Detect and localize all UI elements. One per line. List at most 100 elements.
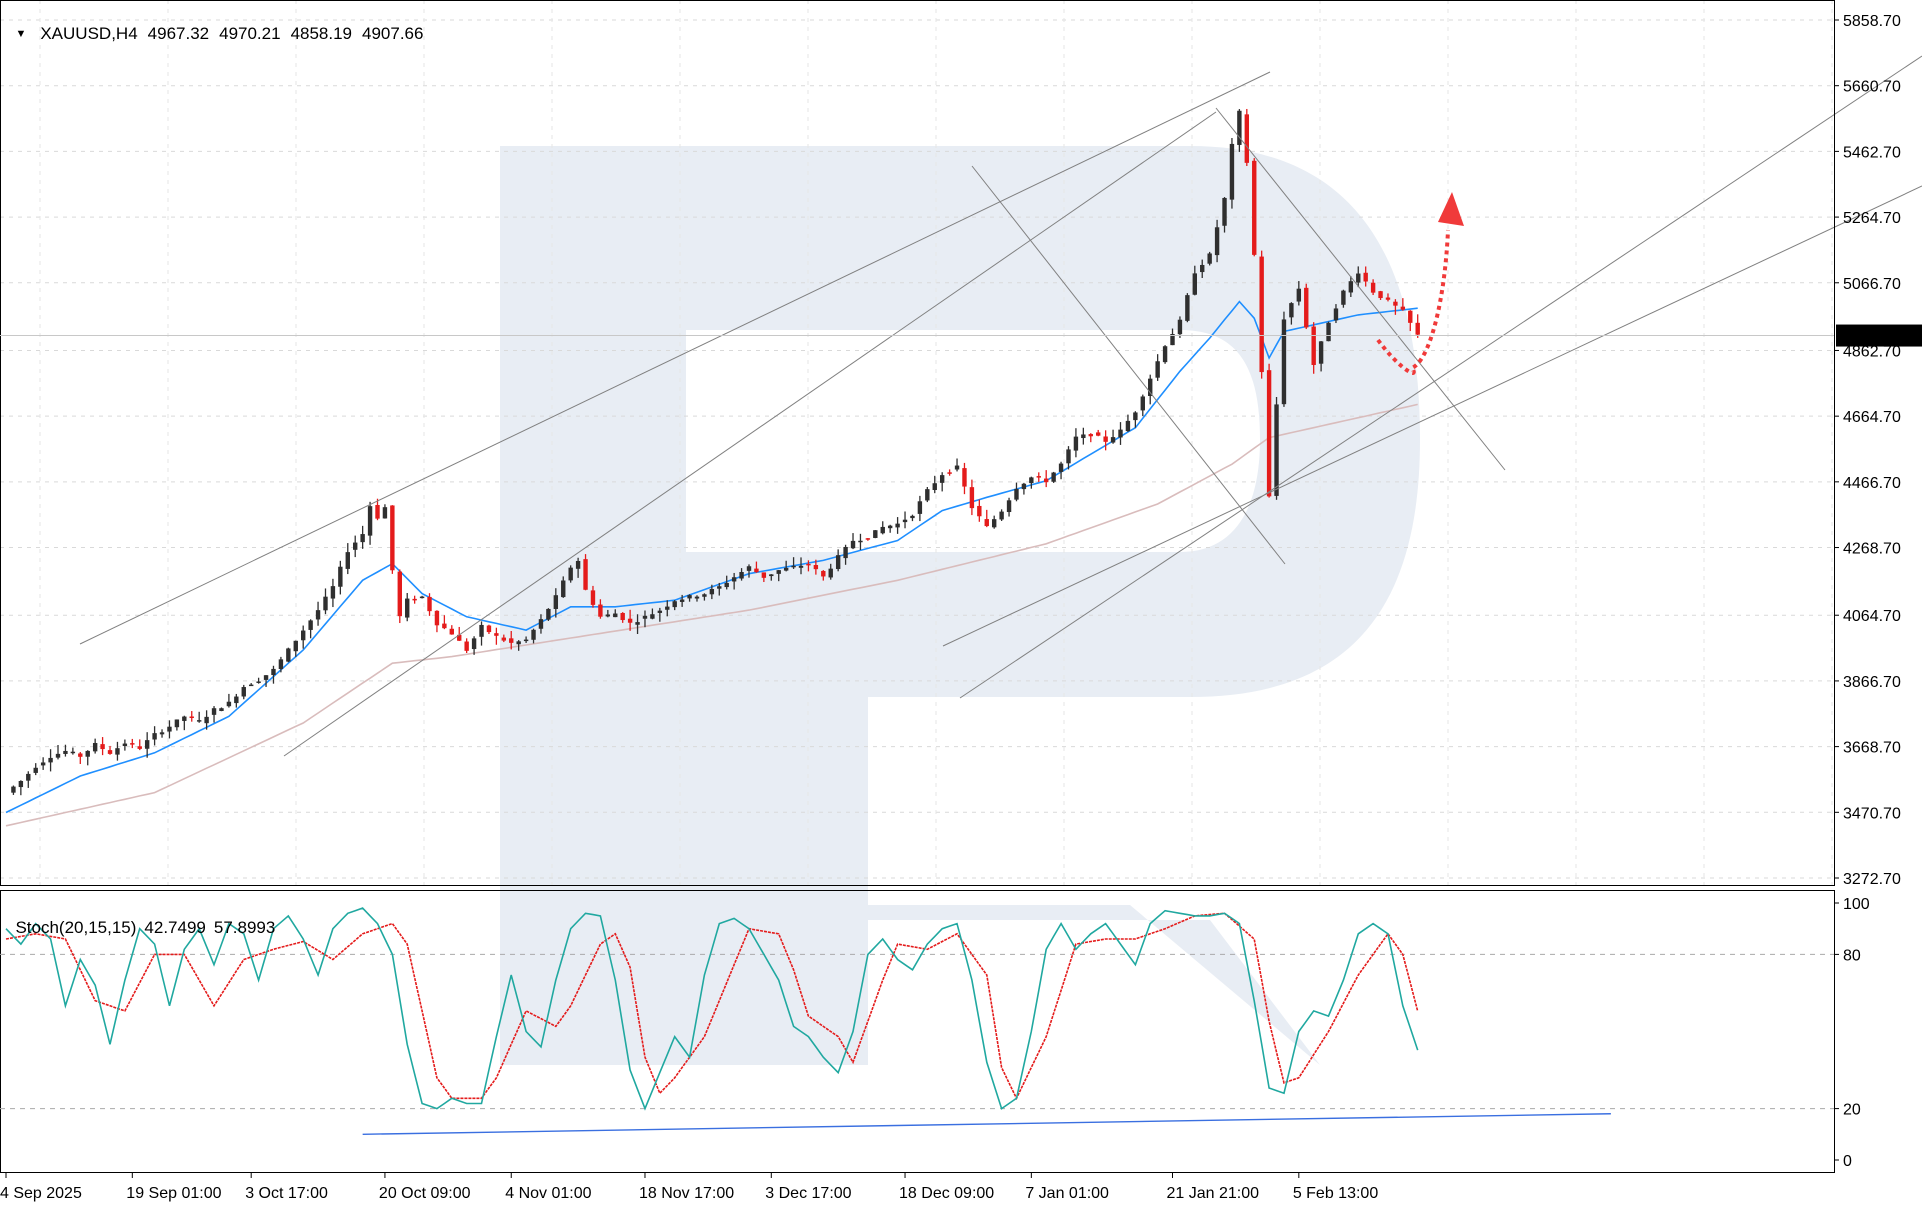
candle-body	[687, 595, 692, 599]
candle-body	[256, 681, 261, 683]
time-tick-label: 3 Oct 17:00	[245, 1185, 328, 1202]
candle-body	[1058, 463, 1064, 472]
price-tick-label: 4664.70	[1843, 409, 1901, 426]
candle-body	[1155, 361, 1160, 378]
candle	[286, 647, 291, 663]
price-tick-label: 5264.70	[1843, 210, 1901, 227]
candle-body	[590, 590, 596, 605]
candle-body	[783, 567, 789, 571]
candle	[55, 744, 61, 760]
candle	[1341, 289, 1346, 308]
candle-body	[650, 614, 655, 619]
candle	[635, 614, 640, 634]
candle-body	[665, 606, 670, 610]
candle-body	[1051, 472, 1056, 482]
candle	[1110, 429, 1116, 444]
candle-body	[486, 625, 492, 633]
candle-body	[620, 612, 625, 621]
candle-body	[130, 743, 135, 745]
candle-body	[902, 519, 908, 523]
candle	[1378, 290, 1383, 301]
stoch-main-line	[5, 907, 1419, 1111]
candle-body	[798, 565, 804, 568]
candle-body	[196, 720, 202, 722]
candle-body	[1103, 436, 1108, 442]
candle	[1021, 482, 1027, 495]
candle	[1207, 251, 1212, 266]
stoch-name: Stoch(20,15,15)	[15, 918, 137, 937]
price-pane-frame	[0, 0, 1835, 886]
candle	[315, 601, 321, 626]
stoch-header: Stoch(20,15,15) 42.7499 57.8993	[6, 898, 275, 938]
candle-body	[1259, 256, 1264, 373]
candle	[568, 565, 573, 583]
candle-body	[382, 507, 388, 519]
forecast-layer	[1376, 192, 1464, 375]
candle	[858, 533, 863, 551]
candle	[575, 557, 581, 578]
candle-body	[1200, 264, 1205, 273]
candle-body	[293, 640, 298, 652]
candle-body	[1118, 429, 1123, 438]
candle	[1393, 299, 1398, 315]
candle-body	[999, 511, 1004, 520]
candle-body	[538, 619, 544, 629]
candle	[1385, 293, 1391, 302]
candle	[1162, 345, 1168, 364]
candle	[999, 509, 1004, 522]
candle	[1348, 276, 1354, 298]
candle-body	[1162, 346, 1168, 363]
candle-body	[159, 732, 165, 735]
stoch-axis[interactable]: 100 80 20 0	[1834, 896, 1870, 1170]
time-axis[interactable]: 4 Sep 2025 19 Sep 01:00 3 Oct 17:00 20 Oct …	[0, 1172, 1378, 1202]
candle-body	[1229, 143, 1235, 200]
candle	[828, 563, 833, 580]
candle	[1333, 304, 1339, 324]
candle	[1318, 341, 1324, 372]
candle-body	[338, 566, 343, 587]
time-tick-label: 18 Nov 17:00	[639, 1185, 734, 1202]
candle-body	[1088, 434, 1093, 437]
candle	[130, 738, 135, 749]
candle-body	[1044, 478, 1049, 483]
candle	[850, 533, 856, 550]
candle	[724, 575, 729, 590]
candle	[1058, 461, 1064, 480]
candle-body	[26, 773, 31, 781]
candle-body	[984, 519, 989, 527]
candle-body	[308, 620, 313, 630]
candle	[107, 745, 113, 755]
price-tick-label: 4064.70	[1843, 608, 1901, 625]
candle-body	[1110, 437, 1116, 443]
candle-body	[531, 629, 536, 640]
candle-body	[939, 475, 945, 483]
candle	[1006, 497, 1012, 517]
candle	[167, 720, 172, 739]
candle	[137, 739, 142, 751]
candle	[434, 610, 440, 633]
candle	[1252, 158, 1257, 257]
candle-body	[1036, 476, 1041, 478]
candle-body	[887, 525, 893, 529]
candle	[843, 544, 848, 565]
candle	[1200, 259, 1205, 279]
candle	[457, 626, 462, 642]
stoch-tick-label: 80	[1843, 947, 1861, 964]
candle-body	[835, 555, 841, 569]
candle-body	[152, 733, 157, 740]
candle-body	[1385, 297, 1391, 300]
candle	[746, 564, 752, 578]
candle	[613, 609, 618, 618]
candle-body	[1363, 272, 1368, 282]
candle-body	[479, 624, 484, 637]
stoch-support-line	[362, 1113, 1611, 1135]
candle	[917, 495, 923, 522]
candle-body	[679, 599, 685, 602]
price-axis[interactable]: 5858.70 5660.70 5462.70 5264.70 5066.70 4862.…	[0, 13, 1922, 888]
trend-line	[942, 185, 1922, 647]
time-tick-label: 5 Feb 13:00	[1293, 1185, 1379, 1202]
candle	[122, 739, 128, 751]
low-value: 4858.19	[290, 24, 353, 43]
symbol-dropdown-icon[interactable]: ▼	[15, 28, 27, 40]
